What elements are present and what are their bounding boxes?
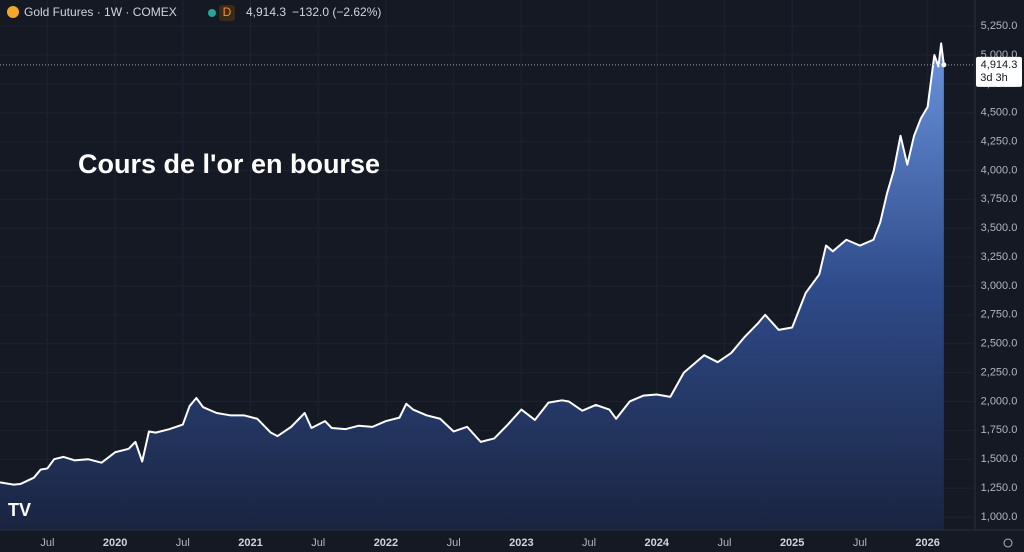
- y-tick-label: 3,500.0: [981, 222, 1018, 234]
- y-tick-label: 2,250.0: [981, 366, 1018, 378]
- x-tick-label: 2020: [103, 537, 127, 549]
- x-tick-label: 2026: [915, 537, 939, 549]
- y-tick-label: 1,750.0: [981, 424, 1018, 436]
- x-tick-label: Jul: [447, 537, 461, 549]
- y-tick-label: 1,500.0: [981, 453, 1018, 465]
- interval-badge: D: [223, 5, 232, 19]
- last-price: 4,914.3: [246, 5, 286, 19]
- x-tick-label: Jul: [40, 537, 54, 549]
- y-tick-label: 3,000.0: [981, 280, 1018, 292]
- badge: [219, 5, 235, 21]
- y-tick-label: 2,000.0: [981, 395, 1018, 407]
- price-tag-value: 4,914.3: [981, 59, 1018, 71]
- x-tick-label: 2025: [780, 537, 804, 549]
- y-tick-label: 5,250.0: [981, 20, 1018, 32]
- x-tick-label: Jul: [853, 537, 867, 549]
- last-point: [941, 62, 947, 68]
- x-tick-label: Jul: [582, 537, 596, 549]
- x-tick-label: 2024: [645, 537, 670, 549]
- x-tick-label: 2022: [374, 537, 398, 549]
- price-tag-countdown: 3d 3h: [980, 72, 1008, 84]
- settings-icon[interactable]: [1003, 538, 1013, 548]
- y-tick-label: 4,000.0: [981, 164, 1018, 176]
- x-tick-label: Jul: [176, 537, 190, 549]
- y-tick-label: 4,250.0: [981, 136, 1018, 148]
- y-tick-label: 4,500.0: [981, 107, 1018, 119]
- symbol[interactable]: Gold Futures · 1W · COMEX: [24, 5, 177, 19]
- y-tick-label: 2,750.0: [981, 309, 1018, 321]
- area: [0, 43, 944, 530]
- y-tick-label: 2,500.0: [981, 338, 1018, 350]
- price-tag: [976, 56, 1022, 87]
- status-dot: [208, 9, 216, 17]
- line: [0, 42, 945, 486]
- y-tick-label: 3,750.0: [981, 193, 1018, 205]
- y-tick-label: 3,250.0: [981, 251, 1018, 263]
- logo: TV: [8, 500, 31, 520]
- y-tick-label: 1,000.0: [981, 511, 1018, 523]
- x-tick-label: Jul: [311, 537, 325, 549]
- change: −132.0 (−2.62%): [292, 5, 381, 19]
- x-tick-label: 2023: [509, 537, 533, 549]
- x-tick-label: 2021: [238, 537, 262, 549]
- x-tick-label: Jul: [717, 537, 731, 549]
- symbol-icon: [7, 6, 19, 18]
- plot-area: [0, 0, 975, 530]
- title: Cours de l'or en bourse: [78, 149, 380, 179]
- y-tick-label: 1,250.0: [981, 482, 1018, 494]
